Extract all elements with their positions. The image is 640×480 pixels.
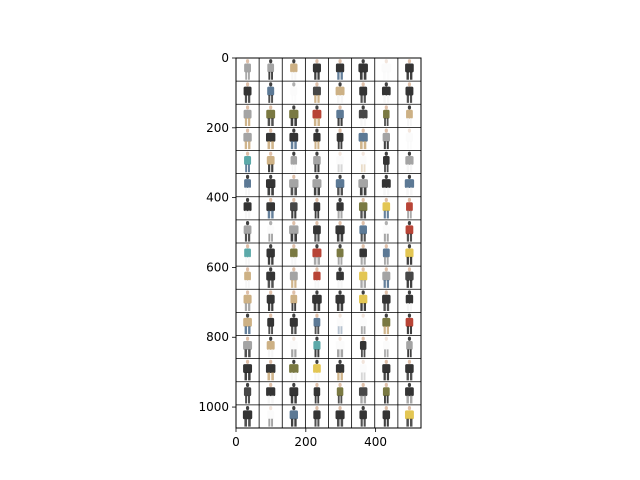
y-tick-label: 1000 — [198, 400, 229, 414]
y-tick-label: 0 — [221, 51, 229, 65]
y-tick-label: 200 — [206, 121, 229, 135]
y-tick-label: 600 — [206, 260, 229, 274]
y-tick-label: 400 — [206, 191, 229, 205]
y-tick-label: 800 — [206, 330, 229, 344]
x-tick-label: 0 — [232, 435, 240, 449]
x-tick-label: 400 — [364, 435, 387, 449]
x-tick-label: 200 — [294, 435, 317, 449]
